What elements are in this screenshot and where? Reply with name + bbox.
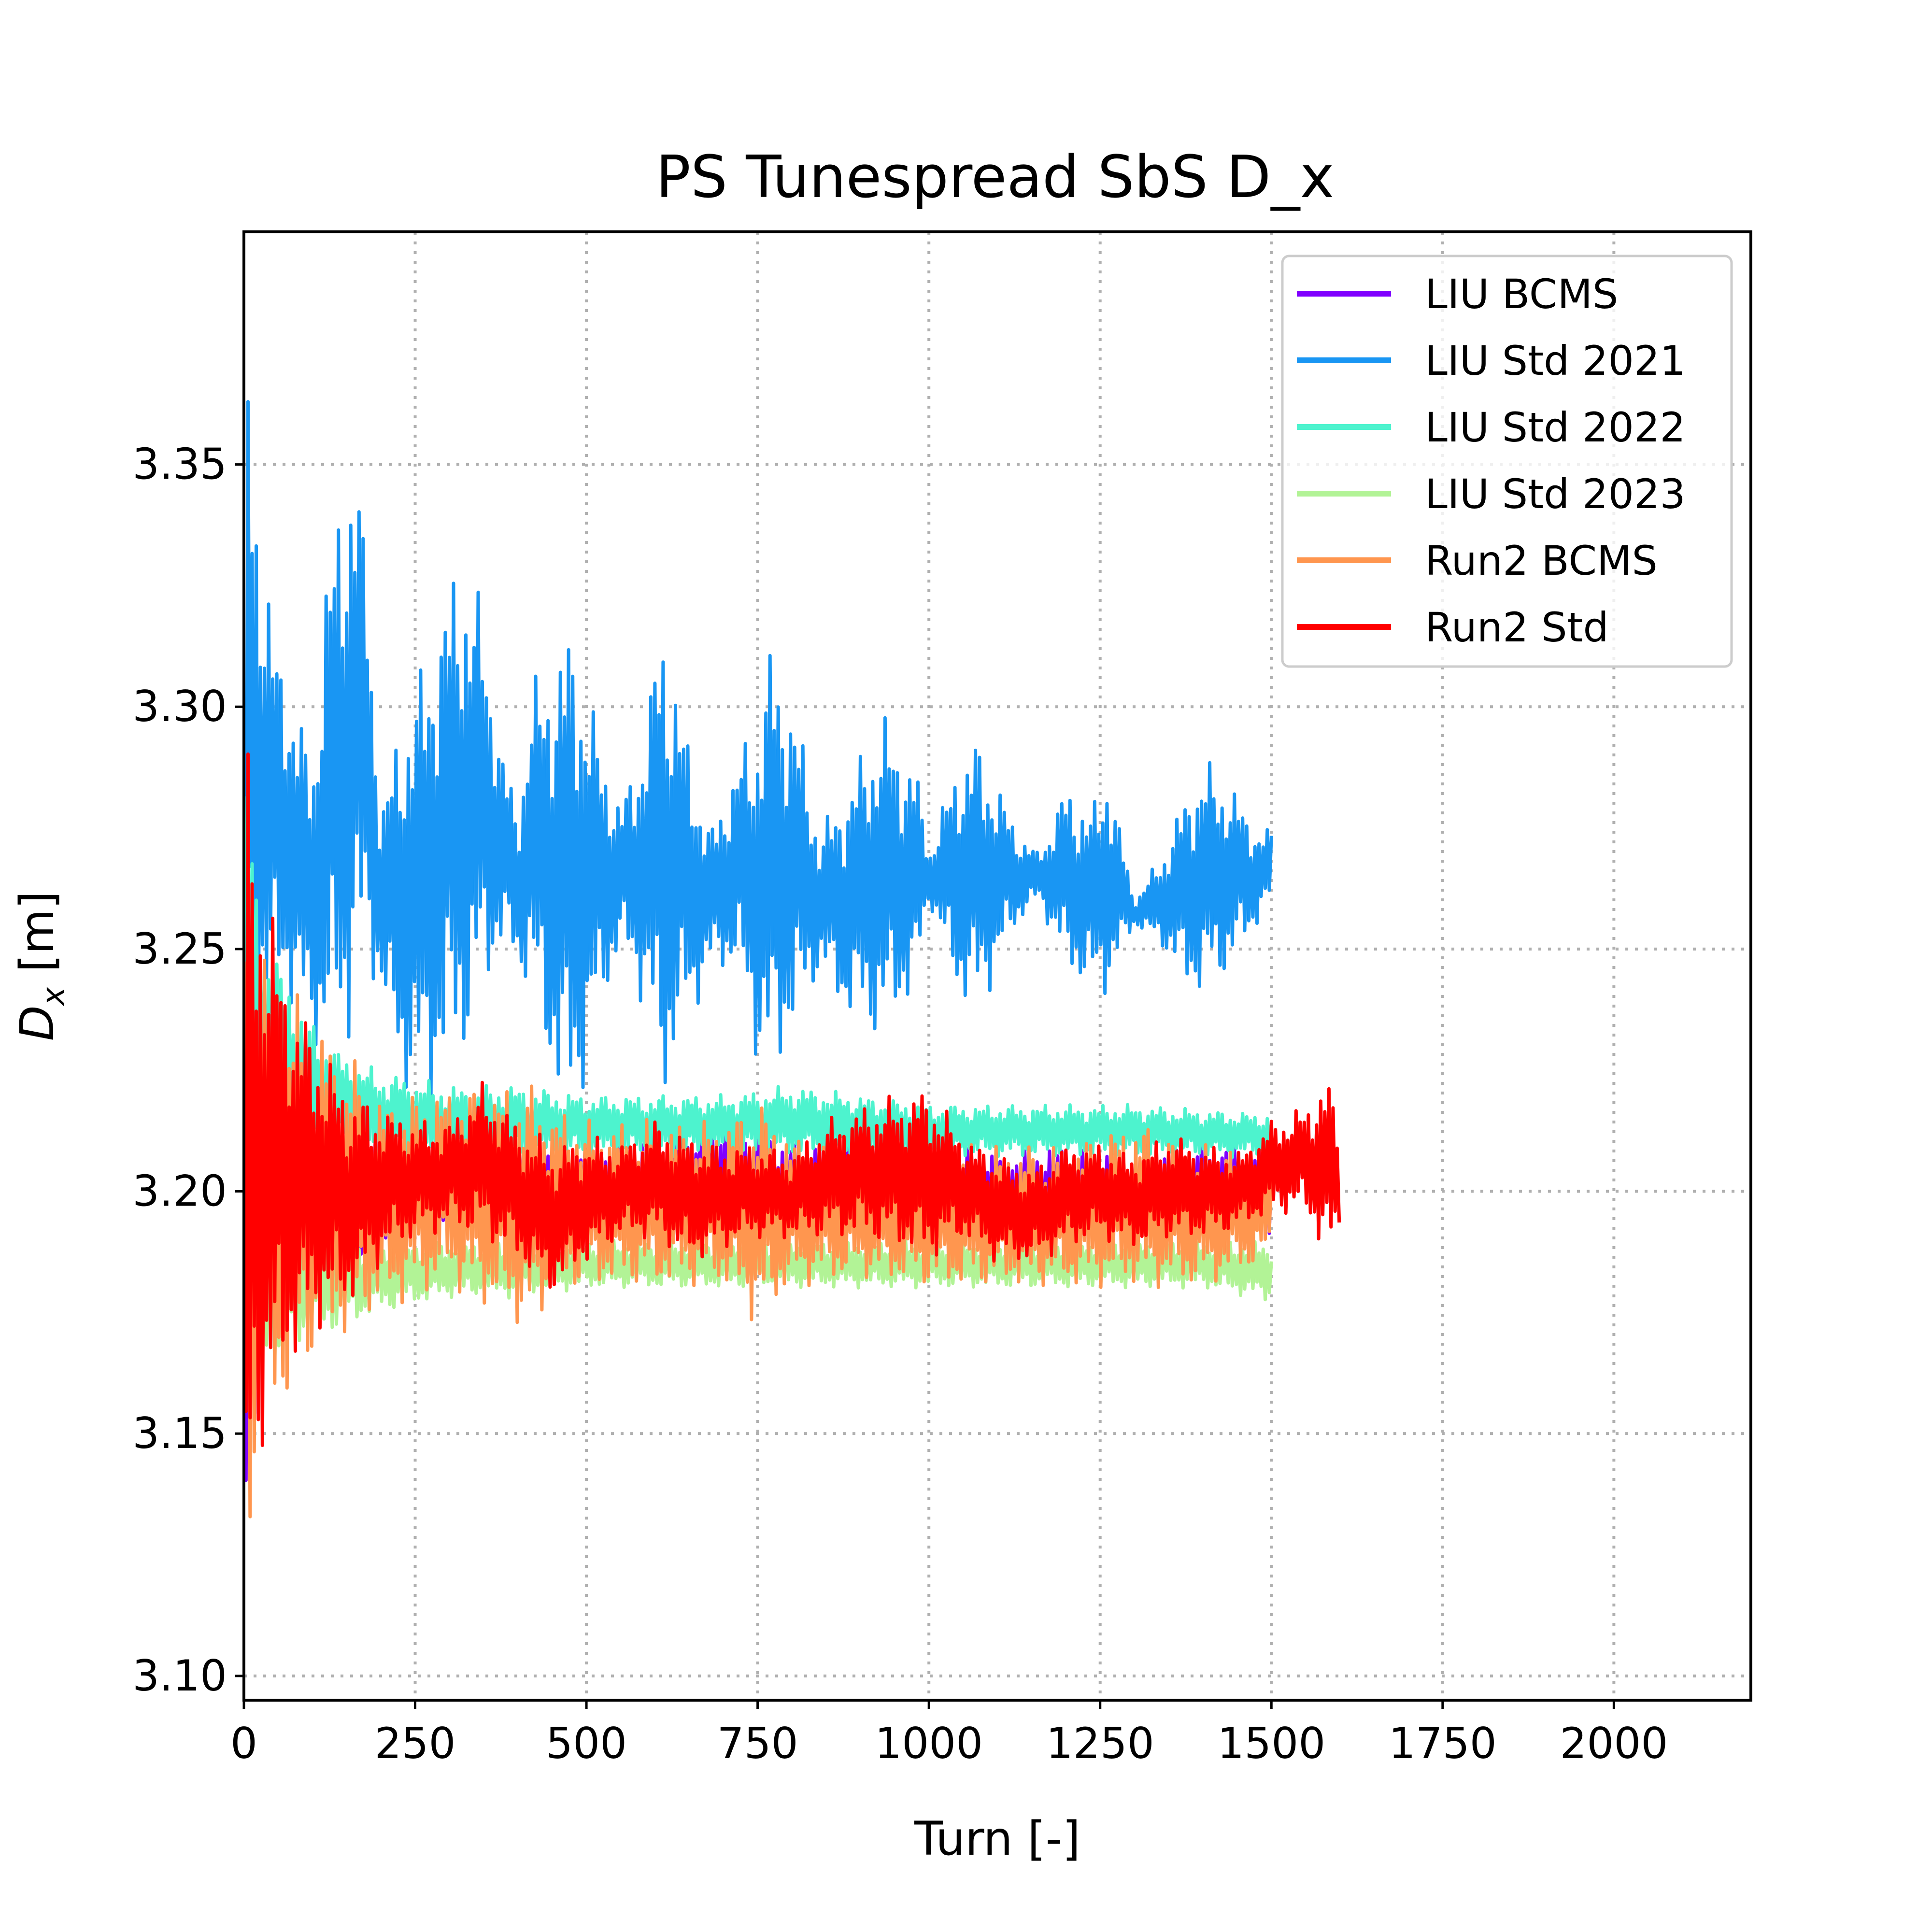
- y-tick-label: 3.20: [132, 1166, 227, 1216]
- y-axis: 3.10 3.15 3.20 3.25 3.30 3.35: [132, 440, 244, 1701]
- x-tick-label: 1000: [875, 1719, 983, 1768]
- legend-label: LIU BCMS: [1425, 270, 1618, 318]
- x-tick-label: 1750: [1389, 1719, 1497, 1768]
- y-axis-label-subscript: x: [36, 986, 71, 1006]
- plot-area: [244, 400, 1341, 1519]
- x-tick-label: 2000: [1560, 1719, 1668, 1768]
- legend-label: Run2 BCMS: [1425, 537, 1658, 584]
- y-axis-label-unit: [m]: [10, 891, 64, 987]
- y-tick-label: 3.35: [132, 440, 227, 489]
- y-tick-label: 3.15: [132, 1408, 227, 1458]
- plot-frame: [242, 230, 1752, 1702]
- legend-label: LIU Std 2023: [1425, 470, 1686, 518]
- y-axis-label-base: D: [10, 1005, 64, 1041]
- y-tick-label: 3.25: [132, 924, 227, 974]
- y-axis-label: Dx [m]: [10, 891, 71, 1041]
- chart-title: PS Tunespread SbS D_x: [656, 144, 1335, 211]
- x-tick-label: 1250: [1046, 1719, 1154, 1768]
- legend-box: [1281, 255, 1733, 668]
- x-tick-label: 250: [375, 1719, 456, 1768]
- legend-label: LIU Std 2021: [1425, 337, 1686, 384]
- x-axis: 0 250 500 750 1000 1250 1500 1750 2000: [230, 1700, 1668, 1768]
- x-tick-label: 1500: [1217, 1719, 1325, 1768]
- x-tick-label: 0: [230, 1719, 257, 1768]
- series-line: [244, 752, 1341, 1447]
- x-axis-label: Turn [-]: [914, 1812, 1080, 1866]
- x-tick-label: 500: [546, 1719, 627, 1768]
- y-tick-label: 3.30: [132, 682, 227, 731]
- y-tick-label: 3.10: [132, 1651, 227, 1701]
- legend-label: Run2 Std: [1425, 604, 1609, 651]
- legend-label: LIU Std 2022: [1425, 404, 1686, 451]
- legend: LIU BCMS LIU Std 2021 LIU Std 2022 LIU Std …: [1281, 255, 1733, 668]
- x-tick-label: 750: [717, 1719, 798, 1768]
- series-line: [244, 400, 1273, 1097]
